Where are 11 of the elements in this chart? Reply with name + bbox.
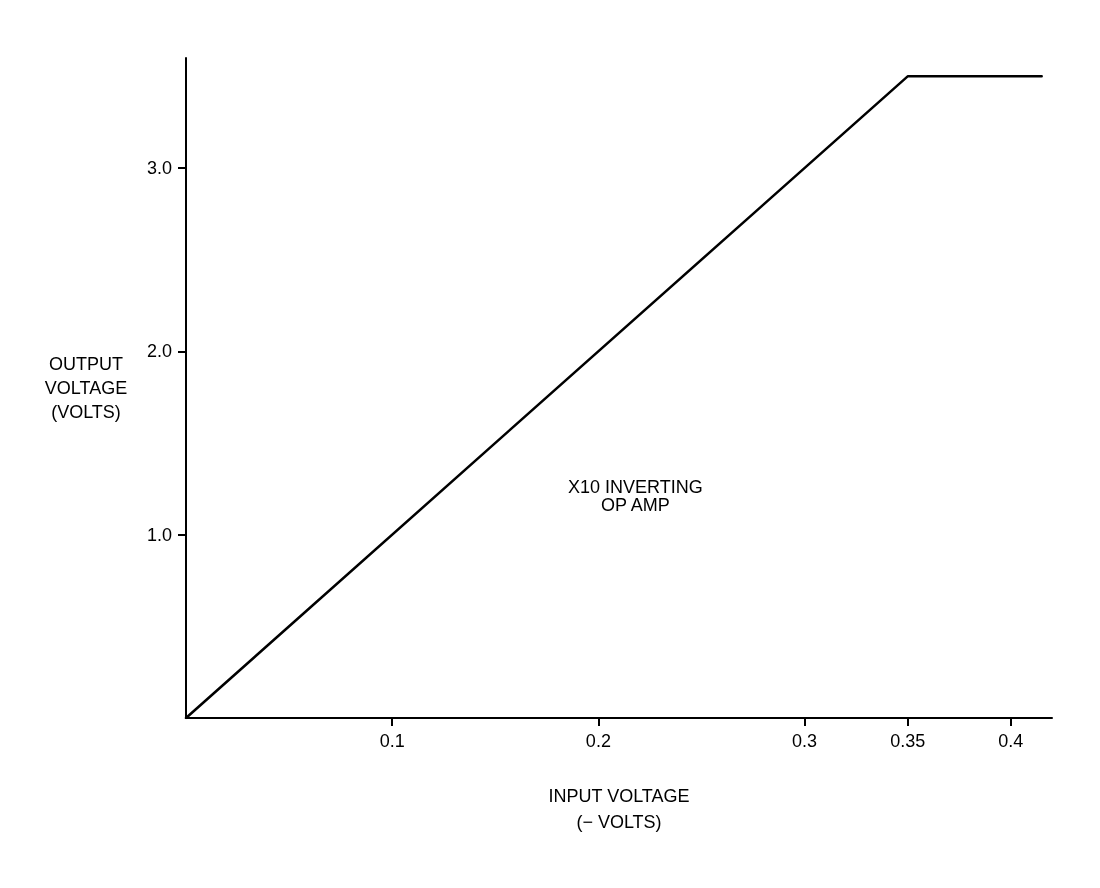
y-axis-title: OUTPUT VOLTAGE (VOLTS) xyxy=(44,354,128,422)
annotation: X10 INVERTING OP AMP xyxy=(568,477,703,515)
x-tick-label: 0.35 xyxy=(890,731,926,751)
y-tick-label: 1.0 xyxy=(146,524,172,545)
y-tick-label: 3.0 xyxy=(146,158,172,178)
x-axis-title: INPUT VOLTAGE (− VOLTS) xyxy=(548,786,690,832)
x-tick-label: 0.1 xyxy=(379,731,405,751)
y-tick-label: 2.0 xyxy=(146,341,172,362)
x-tick-label: 0.4 xyxy=(998,731,1024,751)
x-tick-label: 0.2 xyxy=(585,731,611,751)
x-tick-label: 0.3 xyxy=(792,731,818,751)
